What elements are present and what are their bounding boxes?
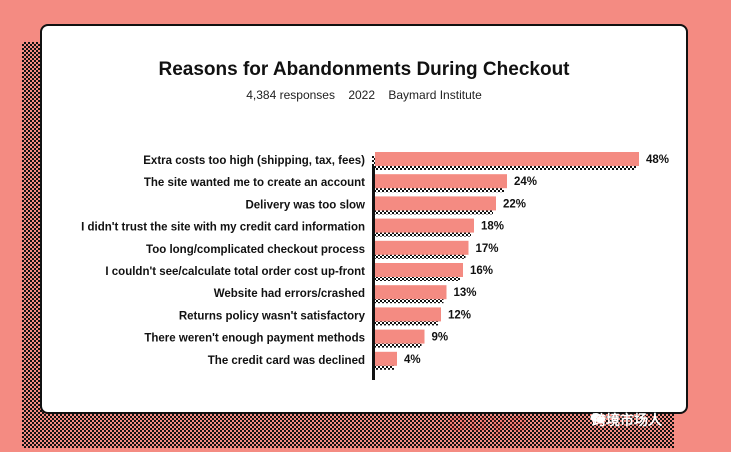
bar [375,240,469,255]
watermark-logo: ouye [448,405,529,438]
chart-card: Reasons for Abandonments During Checkout… [40,24,688,414]
category-label: The site wanted me to create an account [144,177,365,189]
value-label: 13% [454,287,477,299]
bar [375,218,474,233]
watermark-text: 跨境市场人 [592,413,662,429]
subtitle-source: Baymard Institute [388,88,482,102]
bar [375,329,425,344]
bar [375,152,639,166]
bar [375,196,496,211]
subtitle-responses: 4,384 responses [246,88,335,102]
bar [375,285,447,300]
bar [375,263,463,277]
category-label: Website had errors/crashed [214,288,365,300]
value-label: 17% [476,243,499,255]
category-label: There weren't enough payment methods [144,333,365,345]
value-label: 22% [503,198,526,210]
value-label: 12% [448,309,471,321]
value-label: 18% [481,221,504,233]
bar [375,307,441,322]
bar-chart: Extra costs too high (shipping, tax, fee… [81,152,669,380]
bar [375,174,507,189]
category-label: The credit card was declined [208,355,365,367]
value-label: 4% [404,354,421,366]
category-label: I couldn't see/calculate total order cos… [105,266,365,278]
subtitle-year: 2022 [348,88,376,102]
value-label: 48% [646,154,669,166]
bar [375,351,397,366]
value-label: 24% [514,176,537,188]
chart-subtitle: 4,384 responses 2022 Baymard Institute [42,88,686,102]
value-label: 9% [432,332,449,344]
bars-group: Extra costs too high (shipping, tax, fee… [81,152,669,370]
category-label: Returns policy wasn't satisfactory [179,310,366,322]
category-label: I didn't trust the site with my credit c… [81,222,365,234]
y-axis-line [372,166,375,380]
category-label: Delivery was too slow [245,199,365,211]
value-label: 16% [470,265,493,277]
wechat-icon [590,413,606,424]
category-label: Too long/complicated checkout process [146,244,365,256]
category-label: Extra costs too high (shipping, tax, fee… [143,155,365,167]
chart-title: Reasons for Abandonments During Checkout [158,59,570,80]
